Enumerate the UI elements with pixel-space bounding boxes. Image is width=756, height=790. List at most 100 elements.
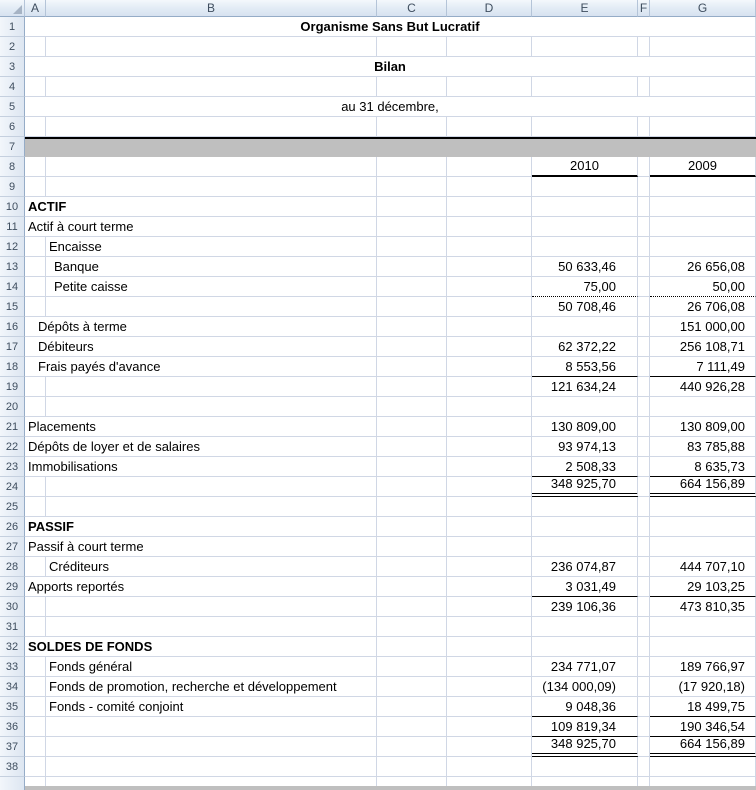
cell-D20[interactable]	[447, 397, 532, 417]
cell-F31[interactable]	[638, 617, 650, 637]
cell-C31[interactable]	[377, 617, 447, 637]
value-cell-2010-row-38[interactable]	[532, 757, 638, 777]
value-cell-2009-row-34[interactable]: (17 920,18)	[650, 677, 756, 697]
cell-C18[interactable]	[377, 357, 447, 377]
value-cell-2009-row-29[interactable]: 29 103,25	[650, 577, 756, 597]
label-cell-row-29[interactable]: Apports reportés	[25, 577, 377, 597]
cell-E39[interactable]	[532, 777, 638, 786]
cell-A30[interactable]	[25, 597, 46, 617]
value-cell-2009-row-30[interactable]: 473 810,35	[650, 597, 756, 617]
label-cell-row-14[interactable]: Petite caisse	[46, 277, 377, 297]
column-header-F[interactable]: F	[638, 0, 650, 17]
value-cell-2010-row-28[interactable]: 236 074,87	[532, 557, 638, 577]
cell-C12[interactable]	[377, 237, 447, 257]
value-cell-2009-row-16[interactable]: 151 000,00	[650, 317, 756, 337]
row-header-3[interactable]: 3	[0, 57, 25, 77]
cell-D34[interactable]	[447, 677, 532, 697]
cell-D19[interactable]	[447, 377, 532, 397]
row-header-26[interactable]: 26	[0, 517, 25, 537]
cell-D28[interactable]	[447, 557, 532, 577]
row-header-14[interactable]: 14	[0, 277, 25, 297]
cell-A14[interactable]	[25, 277, 46, 297]
row-header-4[interactable]: 4	[0, 77, 25, 97]
row-header-19[interactable]: 19	[0, 377, 25, 397]
label-cell-row-22[interactable]: Dépôts de loyer et de salaires	[25, 437, 377, 457]
value-cell-2010-row-14[interactable]: 75,00	[532, 277, 638, 297]
cell-D9[interactable]	[447, 177, 532, 197]
cell-B36[interactable]	[46, 717, 377, 737]
title-cell-row-3[interactable]: Bilan	[25, 57, 756, 77]
row-header-21[interactable]: 21	[0, 417, 25, 437]
value-cell-2009-row-23[interactable]: 8 635,73	[650, 457, 756, 477]
value-cell-2009-row-31[interactable]	[650, 617, 756, 637]
cell-F26[interactable]	[638, 517, 650, 537]
cell-D8[interactable]	[447, 157, 532, 177]
cell-F9[interactable]	[638, 177, 650, 197]
cell-F33[interactable]	[638, 657, 650, 677]
cell-A31[interactable]	[25, 617, 46, 637]
value-cell-2010-row-6[interactable]	[532, 117, 638, 137]
label-cell-row-16[interactable]: Dépôts à terme	[25, 317, 377, 337]
value-cell-2009-row-28[interactable]: 444 707,10	[650, 557, 756, 577]
value-cell-2009-row-2[interactable]	[650, 37, 756, 57]
label-cell-row-26[interactable]: PASSIF	[25, 517, 377, 537]
cell-F34[interactable]	[638, 677, 650, 697]
cell-C26[interactable]	[377, 517, 447, 537]
cell-D37[interactable]	[447, 737, 532, 757]
cell-D35[interactable]	[447, 697, 532, 717]
row-header-34[interactable]: 34	[0, 677, 25, 697]
cell-D36[interactable]	[447, 717, 532, 737]
value-cell-2009-row-21[interactable]: 130 809,00	[650, 417, 756, 437]
cell-D15[interactable]	[447, 297, 532, 317]
cell-C4[interactable]	[377, 77, 447, 97]
row-header-7[interactable]: 7	[0, 137, 25, 157]
value-cell-2009-row-20[interactable]	[650, 397, 756, 417]
cell-F4[interactable]	[638, 77, 650, 97]
row-header-27[interactable]: 27	[0, 537, 25, 557]
cell-C16[interactable]	[377, 317, 447, 337]
row-header-8[interactable]: 8	[0, 157, 25, 177]
cell-C36[interactable]	[377, 717, 447, 737]
cell-C20[interactable]	[377, 397, 447, 417]
row-header-11[interactable]: 11	[0, 217, 25, 237]
cell-C22[interactable]	[377, 437, 447, 457]
cell-D24[interactable]	[447, 477, 532, 497]
cell-F36[interactable]	[638, 717, 650, 737]
cell-B37[interactable]	[46, 737, 377, 757]
cell-B2[interactable]	[46, 37, 377, 57]
cell-D11[interactable]	[447, 217, 532, 237]
value-cell-2010-row-22[interactable]: 93 974,13	[532, 437, 638, 457]
cell-C15[interactable]	[377, 297, 447, 317]
cell-D4[interactable]	[447, 77, 532, 97]
cell-C9[interactable]	[377, 177, 447, 197]
cell-C6[interactable]	[377, 117, 447, 137]
cell-F25[interactable]	[638, 497, 650, 517]
row-header-25[interactable]: 25	[0, 497, 25, 517]
value-cell-2010-row-31[interactable]	[532, 617, 638, 637]
cell-G39[interactable]	[650, 777, 756, 786]
row-header-39[interactable]	[0, 777, 25, 786]
value-cell-2010-row-18[interactable]: 8 553,56	[532, 357, 638, 377]
row-header-33[interactable]: 33	[0, 657, 25, 677]
label-cell-row-28[interactable]: Créditeurs	[46, 557, 377, 577]
cell-D29[interactable]	[447, 577, 532, 597]
cell-A20[interactable]	[25, 397, 46, 417]
cell-C33[interactable]	[377, 657, 447, 677]
cell-C28[interactable]	[377, 557, 447, 577]
cell-D2[interactable]	[447, 37, 532, 57]
column-header-E[interactable]: E	[532, 0, 638, 17]
row-header-38[interactable]: 38	[0, 757, 25, 777]
cell-F19[interactable]	[638, 377, 650, 397]
row-header-6[interactable]: 6	[0, 117, 25, 137]
value-cell-2010-row-32[interactable]	[532, 637, 638, 657]
value-cell-2009-row-27[interactable]	[650, 537, 756, 557]
cell-A13[interactable]	[25, 257, 46, 277]
cell-A28[interactable]	[25, 557, 46, 577]
label-cell-row-21[interactable]: Placements	[25, 417, 377, 437]
cell-B20[interactable]	[46, 397, 377, 417]
value-cell-2010-row-33[interactable]: 234 771,07	[532, 657, 638, 677]
row-header-9[interactable]: 9	[0, 177, 25, 197]
row-header-22[interactable]: 22	[0, 437, 25, 457]
cell-F27[interactable]	[638, 537, 650, 557]
cell-B38[interactable]	[46, 757, 377, 777]
